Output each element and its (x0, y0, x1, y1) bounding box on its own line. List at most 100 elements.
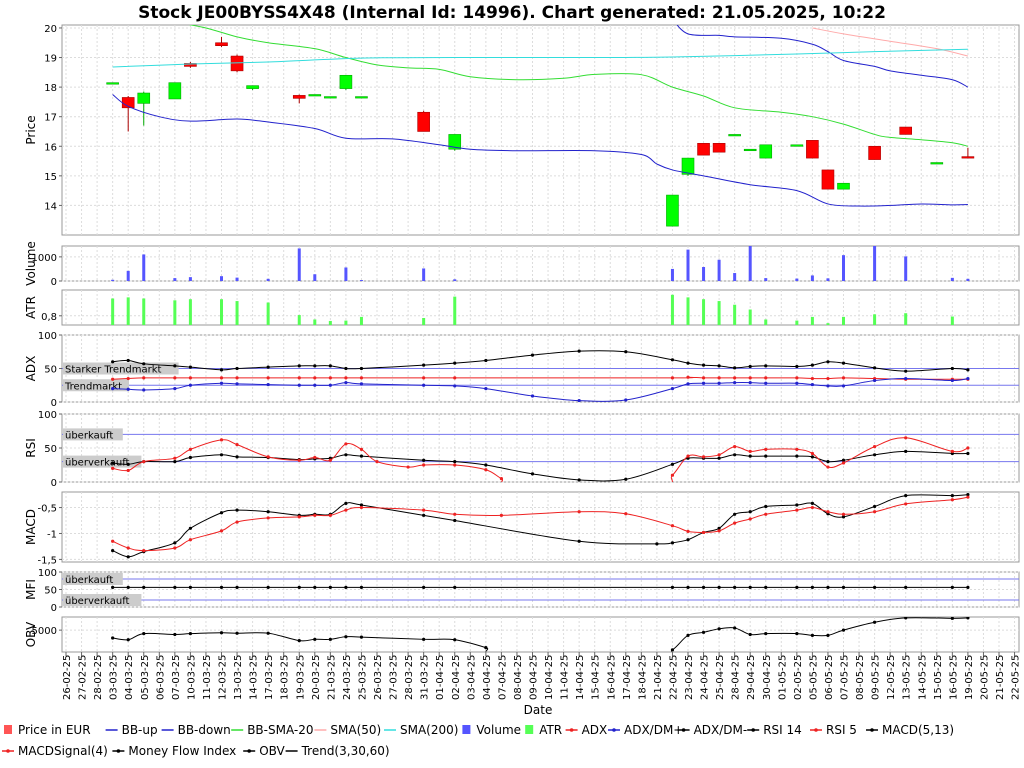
y-axis-label: MFI (24, 579, 38, 600)
reference-label-bg (63, 455, 142, 468)
series-point (344, 380, 348, 385)
y-tick-label: 14 (44, 201, 57, 212)
bar (795, 320, 799, 325)
candle (355, 96, 368, 99)
series-point (266, 631, 270, 635)
series-point (111, 636, 115, 640)
x-tick-label: 29-04-25 (746, 655, 757, 700)
series-point (422, 376, 426, 380)
series-point (748, 517, 752, 521)
bar (453, 296, 457, 325)
series-money-flow-index (111, 585, 970, 590)
candle (728, 134, 741, 137)
candle (137, 91, 151, 126)
series-point (173, 376, 177, 380)
series-point (173, 632, 177, 637)
series-point (966, 446, 970, 450)
bar (717, 301, 721, 325)
series-point (344, 508, 348, 512)
series-point (733, 626, 737, 630)
grid (62, 571, 1019, 608)
bar (359, 316, 363, 325)
series-point (717, 364, 721, 368)
series-adx-dm- (111, 349, 970, 373)
x-tick-label: 01-05-25 (777, 655, 788, 700)
series-point (748, 380, 752, 385)
series-point (655, 542, 659, 546)
candle (821, 169, 835, 190)
series-point (313, 585, 317, 590)
plot-area (111, 492, 970, 559)
bar (313, 274, 317, 281)
series-point (111, 585, 115, 590)
y-axis-label: MACD (24, 509, 38, 545)
series-point (515, 484, 518, 487)
reference-label: überkauft (65, 575, 113, 586)
legend-swatch-dot (612, 728, 616, 732)
y-tick-label: 1000 (32, 253, 57, 264)
series-point (624, 398, 628, 402)
candle-body (712, 143, 726, 153)
legend-swatch-dot (247, 749, 251, 753)
series-point (904, 376, 908, 381)
legend-label: ADX (582, 723, 608, 737)
x-tick-label: 11-03-25 (202, 655, 213, 700)
date-axis: 26-02-25 27-02-25 28-02-25 03-03-25 04-03-25… (62, 651, 1022, 700)
series-point (453, 361, 457, 365)
series-point (733, 585, 737, 590)
series-point (717, 529, 721, 533)
chart-panels: 14151617181920Price01000Volume0,8ATR0501… (24, 24, 1020, 653)
series-point (219, 376, 224, 380)
bar (266, 278, 270, 281)
series-point (810, 376, 815, 381)
series-point (873, 620, 877, 624)
x-tick-label: 10-04-25 (544, 655, 555, 700)
series-point (359, 454, 364, 458)
reference-label: überkauft (65, 430, 113, 441)
series-point (142, 585, 146, 590)
series-point (670, 524, 675, 528)
chart-title: Stock JE00BYSS4X48 (Internal Id: 14996).… (138, 3, 886, 23)
series-point (733, 380, 737, 385)
legend-item: ADX/DM+ (608, 723, 683, 737)
series-point (328, 376, 332, 380)
series-point (841, 376, 846, 380)
series-point (111, 466, 115, 470)
series-point (810, 585, 815, 590)
x-tick-label: 26-02-25 (62, 655, 73, 700)
bar (173, 278, 177, 281)
x-tick-label: 01-04-25 (435, 655, 446, 700)
bar (266, 302, 270, 325)
x-tick-label: 18-04-25 (637, 655, 648, 700)
x-tick-label: 19-03-25 (295, 655, 306, 700)
series-point (111, 548, 115, 553)
series-point (810, 501, 815, 506)
candle-body (728, 134, 741, 137)
series-point (670, 376, 675, 380)
series-point (359, 366, 364, 371)
series-point (173, 585, 177, 590)
x-tick-label: 21-04-25 (653, 655, 664, 700)
grid (62, 25, 1019, 235)
series-point (826, 633, 830, 637)
legend-label: MACD(5,13) (882, 723, 954, 737)
legend-swatch-dot (569, 728, 574, 732)
series-point (717, 585, 721, 590)
series-point (904, 449, 908, 453)
reference-label: Trendmarkt (64, 381, 122, 392)
series-point (173, 546, 177, 550)
bar (842, 316, 845, 325)
series-line (112, 350, 968, 372)
series-point (328, 585, 332, 590)
series-point (950, 366, 954, 371)
legend-label: MACDSignal(4) (18, 744, 108, 758)
series-point (810, 382, 815, 387)
series-point (344, 635, 348, 639)
legend-swatch-dot (116, 749, 121, 753)
series-point (266, 365, 270, 369)
series-line (112, 450, 968, 482)
